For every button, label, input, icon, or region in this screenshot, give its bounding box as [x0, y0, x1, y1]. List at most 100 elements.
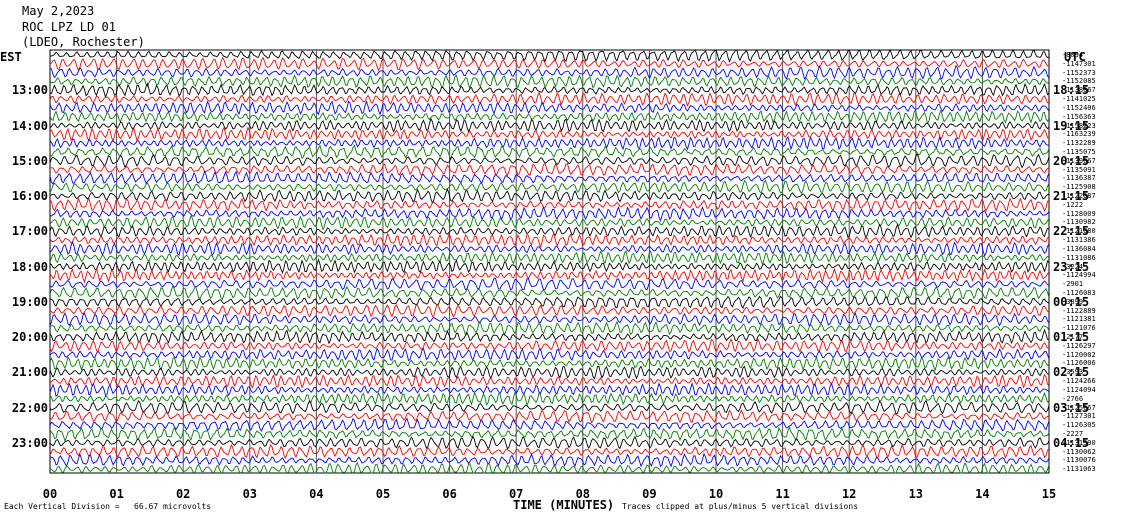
left-time-label: 15:00 — [11, 153, 48, 168]
right-time-label: 04:15 — [1053, 435, 1090, 450]
left-time-label: 20:00 — [11, 330, 48, 344]
trace-count-label: -1138067 — [1062, 86, 1096, 95]
trace-count-label: -1121080 — [1062, 227, 1096, 236]
seismic-trace — [49, 311, 1050, 327]
seismic-trace — [49, 117, 1050, 133]
left-time-label: 21:00 — [11, 365, 48, 380]
seismic-trace — [49, 205, 1050, 223]
seismic-trace — [49, 320, 1050, 336]
right-time-label: 02:15 — [1053, 365, 1090, 380]
trace-count-label: -1125908 — [1062, 183, 1096, 192]
seismic-trace — [49, 214, 1050, 231]
trace-count-label: -1136084 — [1062, 244, 1096, 253]
trace-count-label: -1130062 — [1062, 447, 1096, 456]
x-tick-label: 05 — [375, 487, 391, 501]
trace-count-label: -1124266 — [1062, 377, 1096, 386]
trace-count-label: -1131386 — [1062, 236, 1096, 245]
trace-count-label: -1131063 — [1062, 465, 1096, 474]
trace-count-label: -1127301 — [1062, 412, 1096, 421]
right-time-label: 22:15 — [1053, 224, 1090, 239]
seismic-trace — [49, 443, 1050, 459]
seismic-trace — [49, 240, 1050, 257]
trace-count-label: -1132289 — [1062, 139, 1096, 148]
right-time-label: 18:15 — [1053, 83, 1090, 98]
trace-count-label: -1125067 — [1062, 403, 1096, 412]
trace-count-label: -1152373 — [1062, 68, 1096, 77]
seismic-trace — [49, 64, 1050, 80]
x-tick-label: 10 — [708, 487, 724, 501]
trace-count-label: -3899 — [1062, 297, 1084, 306]
date-label: May 2,2023 — [22, 4, 95, 18]
trace-count-label: -1141025 — [1062, 95, 1096, 104]
seismic-trace — [49, 126, 1050, 143]
seismic-trace — [49, 347, 1050, 362]
vertical-division-note: Each Vertical Division = 66.67 microvolt… — [4, 502, 212, 511]
seismic-trace — [49, 223, 1050, 240]
seismic-trace — [49, 373, 1050, 389]
trace-count-label: -2177 — [1062, 333, 1084, 341]
trace-count-label: -1152406 — [1062, 103, 1096, 112]
trace-count-label: -1130982 — [1062, 218, 1096, 227]
right-time-label: 21:15 — [1053, 189, 1090, 203]
right-time-label: 20:15 — [1053, 153, 1090, 168]
trace-count-label: -1163239 — [1062, 130, 1096, 139]
right-time-label: 03:15 — [1053, 400, 1090, 415]
seismic-trace — [49, 258, 1050, 275]
seismic-trace — [49, 284, 1050, 301]
trace-count-label: -1135075 — [1062, 147, 1096, 156]
seismic-trace — [49, 188, 1050, 205]
trace-count-label: -1128009 — [1062, 209, 1096, 218]
seismic-trace — [49, 144, 1050, 161]
left-time-label: 18:00 — [11, 259, 48, 274]
plot-grid — [116, 50, 983, 473]
seismic-trace — [49, 355, 1050, 372]
x-axis-title: TIME (MINUTES) — [513, 498, 615, 512]
seismic-trace — [49, 328, 1050, 345]
x-tick-label: 11 — [775, 487, 790, 501]
seismic-trace — [49, 391, 1050, 407]
trace-count-label: -1139067 — [1062, 156, 1096, 165]
seismic-trace — [49, 399, 1050, 415]
seismic-trace — [49, 295, 1050, 309]
x-tick-label: 03 — [242, 487, 258, 501]
left-time-label: 16:00 — [11, 189, 48, 203]
seismic-trace — [49, 435, 1050, 450]
trace-count-label: -1222 — [1062, 200, 1084, 209]
trace-count-label: -1126305 — [1062, 421, 1096, 430]
seismic-trace — [49, 452, 1050, 468]
x-tick-label: 01 — [109, 487, 124, 501]
trace-count-label: -2901 — [1062, 280, 1084, 289]
trace-count-label: -1126083 — [1062, 288, 1096, 297]
x-tick-label: 07 — [508, 487, 524, 501]
seismic-trace — [49, 304, 1050, 318]
seismic-trace — [49, 100, 1050, 116]
seismic-trace — [49, 135, 1050, 151]
trace-count-label: -1126006 — [1062, 359, 1096, 368]
trace-count-label: -1152085 — [1062, 77, 1096, 86]
right-time-label: 00:15 — [1053, 294, 1090, 309]
trace-count-label: -1122087 — [1062, 192, 1096, 200]
x-tick-label: 04 — [309, 487, 324, 501]
trace-count-label: -2227 — [1062, 429, 1084, 438]
trace-count-label: -1158223 — [1062, 121, 1096, 130]
seismic-trace — [49, 249, 1050, 266]
seismic-trace — [49, 74, 1050, 90]
x-tick-label: 09 — [642, 487, 657, 501]
x-tick-label: 12 — [841, 487, 857, 501]
trace-count-label: -1124094 — [1062, 385, 1096, 394]
x-tick-label: 06 — [442, 487, 457, 501]
trace-group — [49, 48, 1050, 474]
left-time-label: 14:00 — [11, 118, 48, 133]
network-label: (LDEO, Rochester) — [22, 35, 145, 49]
x-tick-label: 15 — [1041, 487, 1057, 501]
right-time-label: 01:15 — [1053, 330, 1090, 344]
seismic-trace — [49, 56, 1050, 72]
trace-count-label: -1120002 — [1062, 350, 1096, 359]
seismic-trace — [49, 197, 1050, 213]
left-time-label: 13:00 — [11, 83, 48, 98]
x-tick-label: 02 — [175, 487, 191, 501]
trace-count-label: -3224 — [1062, 262, 1084, 271]
left-time-label: 22:00 — [11, 400, 48, 415]
seismic-trace — [49, 232, 1050, 249]
seismic-trace — [49, 152, 1050, 169]
